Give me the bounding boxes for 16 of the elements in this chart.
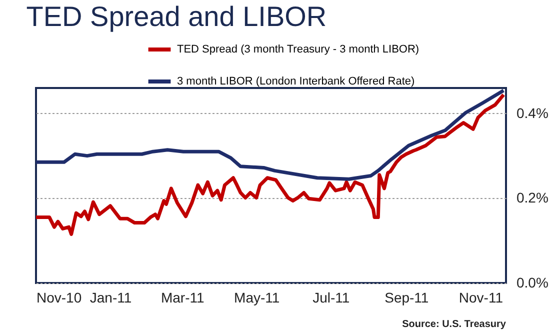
line-series	[34, 88, 506, 181]
source-note: Source: U.S. Treasury	[402, 319, 506, 330]
y-tick-label: 0.2%	[516, 190, 548, 206]
legend-label: 3 month LIBOR (London Interbank Offered Rate)	[177, 76, 415, 88]
x-tick-label: Nov-10	[36, 290, 82, 306]
line-series	[34, 93, 506, 236]
legend-label: TED Spread (3 month Treasury - 3 month LIBOR)	[177, 44, 420, 56]
x-tick-label: Nov-11	[458, 290, 504, 306]
x-tick-label: Jan-11	[90, 290, 132, 306]
chart-title: TED Spread and LIBOR	[26, 1, 327, 32]
y-tick-label: 0.0%	[516, 274, 548, 290]
x-tick-label: Mar-11	[160, 290, 204, 306]
x-tick-label: Jul-11	[312, 290, 350, 306]
y-tick-label: 0.4%	[516, 104, 548, 121]
x-tick-label: Sep-11	[384, 290, 429, 306]
x-tick-label: May-11	[234, 290, 280, 306]
